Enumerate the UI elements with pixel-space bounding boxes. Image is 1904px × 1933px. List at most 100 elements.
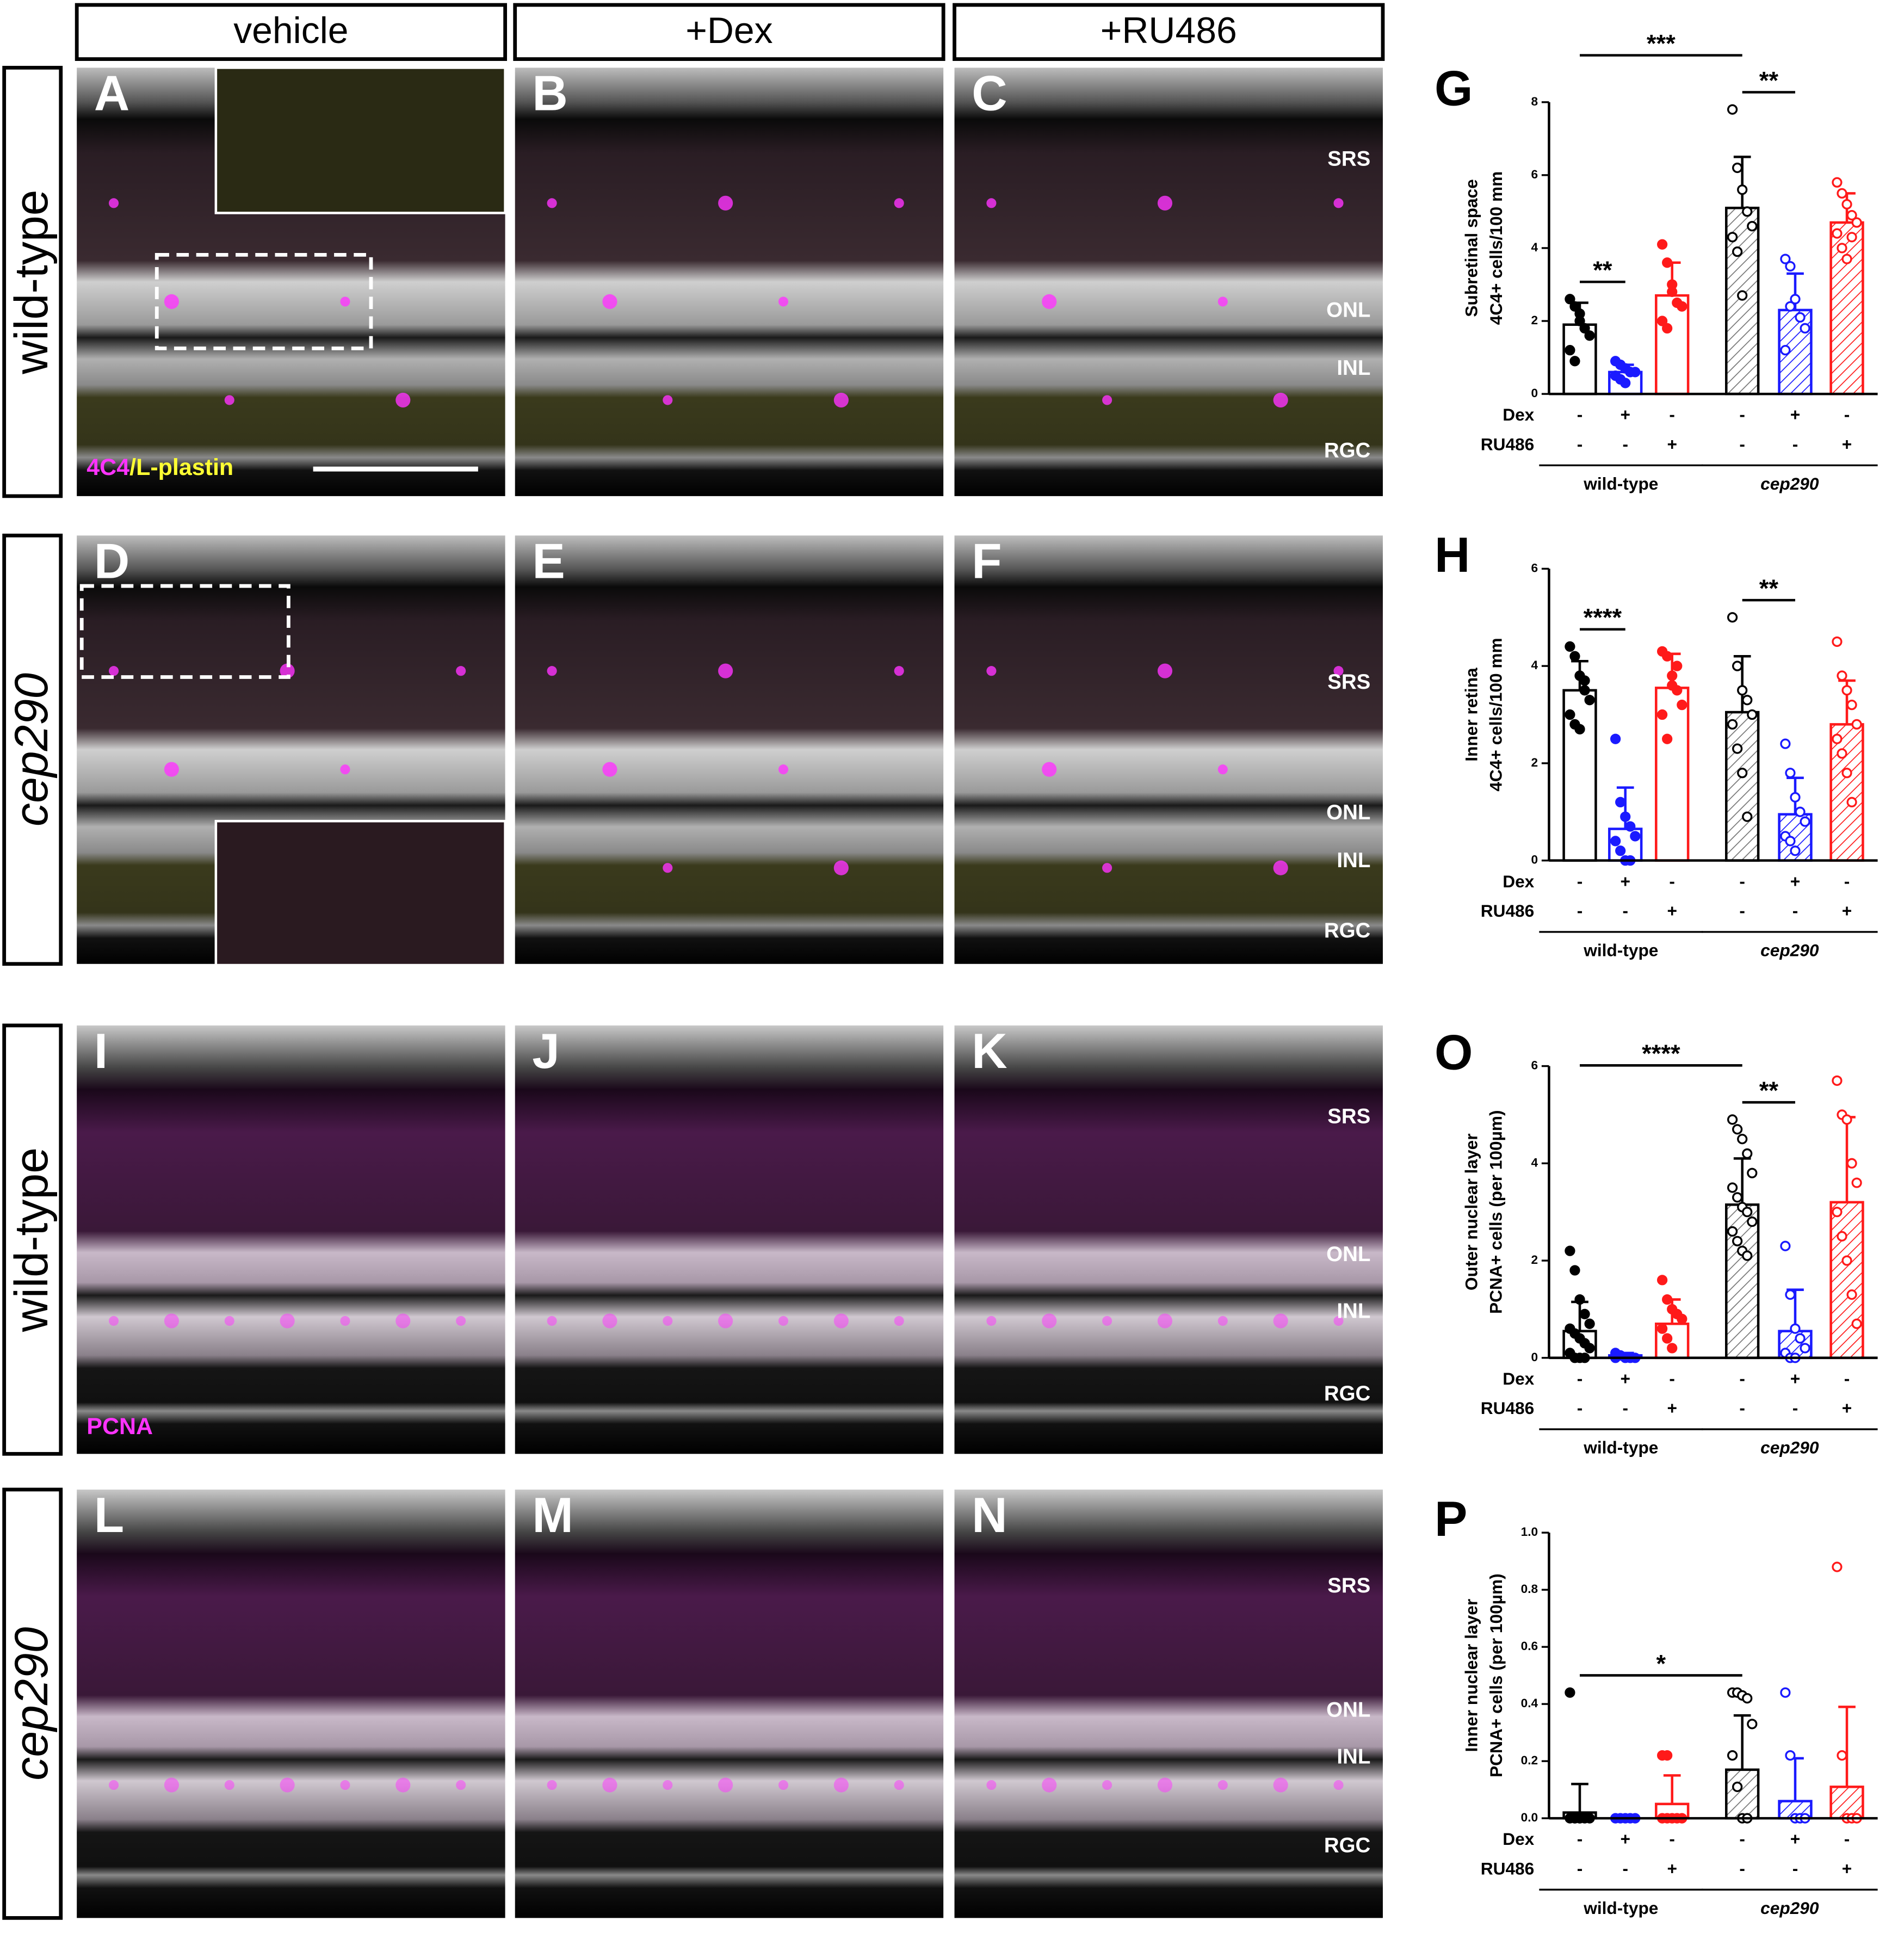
condition-mark: - [1844,1829,1850,1849]
cell-signal [602,762,617,777]
inset [214,66,506,214]
cell-signal [1273,1313,1288,1329]
data-point [1851,719,1862,730]
micrograph [515,535,944,964]
cell-signal [833,1313,849,1329]
cell-signal [456,666,466,676]
significance-label: ** [1593,256,1612,284]
condition-mark: - [1844,872,1850,891]
panel-label: L [94,1488,124,1543]
cell-signal [340,1780,350,1790]
data-point [1667,1343,1678,1354]
cell-signal [894,1316,904,1326]
data-point [1742,1148,1753,1159]
data-point [1579,675,1590,686]
bar [1829,1786,1864,1820]
data-point [1851,1177,1862,1188]
data-point [1610,733,1621,744]
cell-signal [109,666,119,676]
cell-signal [340,764,350,775]
condition-label: RU486 [1481,1858,1535,1878]
data-point [1790,294,1801,305]
data-point [1780,738,1791,749]
data-point [1565,641,1575,652]
data-point [1790,1323,1801,1334]
y-tick-label: 8 [1531,95,1538,108]
data-point [1785,768,1796,779]
y-tick-label: 4 [1531,240,1538,254]
condition-mark: + [1790,872,1801,891]
y-axis-label: Inner nuclear layer [1462,1599,1481,1752]
data-point [1832,1075,1843,1086]
error-bar [1733,1714,1751,1770]
condition-mark: + [1667,1398,1677,1418]
data-point [1620,811,1631,822]
cell-signal [833,392,849,407]
data-point [1780,345,1791,356]
condition-mark: - [1577,434,1583,454]
data-point [1785,1750,1796,1761]
data-point [1737,184,1748,195]
condition-mark: - [1622,901,1628,921]
cell-signal [164,294,179,309]
data-point [1846,1289,1857,1300]
stain-marker: 4C4 [86,454,129,480]
y-axis-label: Subretinal space [1462,179,1481,317]
data-point [1565,709,1575,720]
group-label: wild-type [1583,1898,1658,1918]
condition-mark: - [1844,1369,1850,1388]
zoom-box [79,584,290,679]
inset [214,819,506,967]
condition-mark: - [1577,1829,1583,1849]
cell-signal [1042,762,1057,777]
data-point [1851,1318,1862,1329]
chart-panel-label: G [1435,61,1473,116]
data-point [1841,199,1852,210]
data-point [1732,1124,1743,1135]
cell-signal [547,1316,557,1326]
data-point [1795,1333,1806,1344]
condition-mark: + [1842,434,1852,454]
layer-label: RGC [1324,439,1370,462]
cell-signal [1157,195,1173,211]
y-tick-label: 6 [1531,1059,1538,1072]
panel-label: B [532,66,567,121]
condition-mark: - [1669,872,1675,891]
cell-signal [1333,666,1344,676]
cell-signal [1157,1777,1173,1793]
significance-label: *** [1647,30,1676,58]
y-tick-label: 0.6 [1521,1639,1538,1653]
data-point [1565,345,1575,356]
condition-label: RU486 [1481,434,1535,454]
cell-signal [340,297,350,307]
cell-signal [1333,198,1344,208]
data-point [1662,1333,1673,1344]
condition-mark: + [1842,1858,1852,1878]
data-point [1785,261,1796,272]
cell-signal [547,198,557,208]
column-header: +Dex [685,10,772,51]
data-point [1747,1168,1758,1178]
cell-signal [1217,1316,1228,1326]
cell-signal [894,198,904,208]
y-tick-label: 6 [1531,168,1538,181]
panel-label: C [972,66,1007,121]
data-point [1569,356,1580,367]
layer-label: ONL [1326,801,1370,824]
cell-signal [395,1313,411,1329]
condition-mark: + [1790,1369,1801,1388]
data-point [1742,695,1753,706]
data-point [1832,1207,1843,1218]
layer-label: ONL [1326,1243,1370,1266]
condition-mark: - [1792,1858,1798,1878]
data-point [1832,1561,1843,1572]
layer-label: INL [1337,1299,1370,1323]
data-point [1620,378,1631,388]
data-point [1832,733,1843,744]
cell-signal [1042,1777,1057,1793]
cell-signal [602,1777,617,1793]
data-point [1732,1192,1743,1203]
data-point [1841,254,1852,264]
data-point [1747,1216,1758,1227]
column-header-box [953,3,1385,61]
